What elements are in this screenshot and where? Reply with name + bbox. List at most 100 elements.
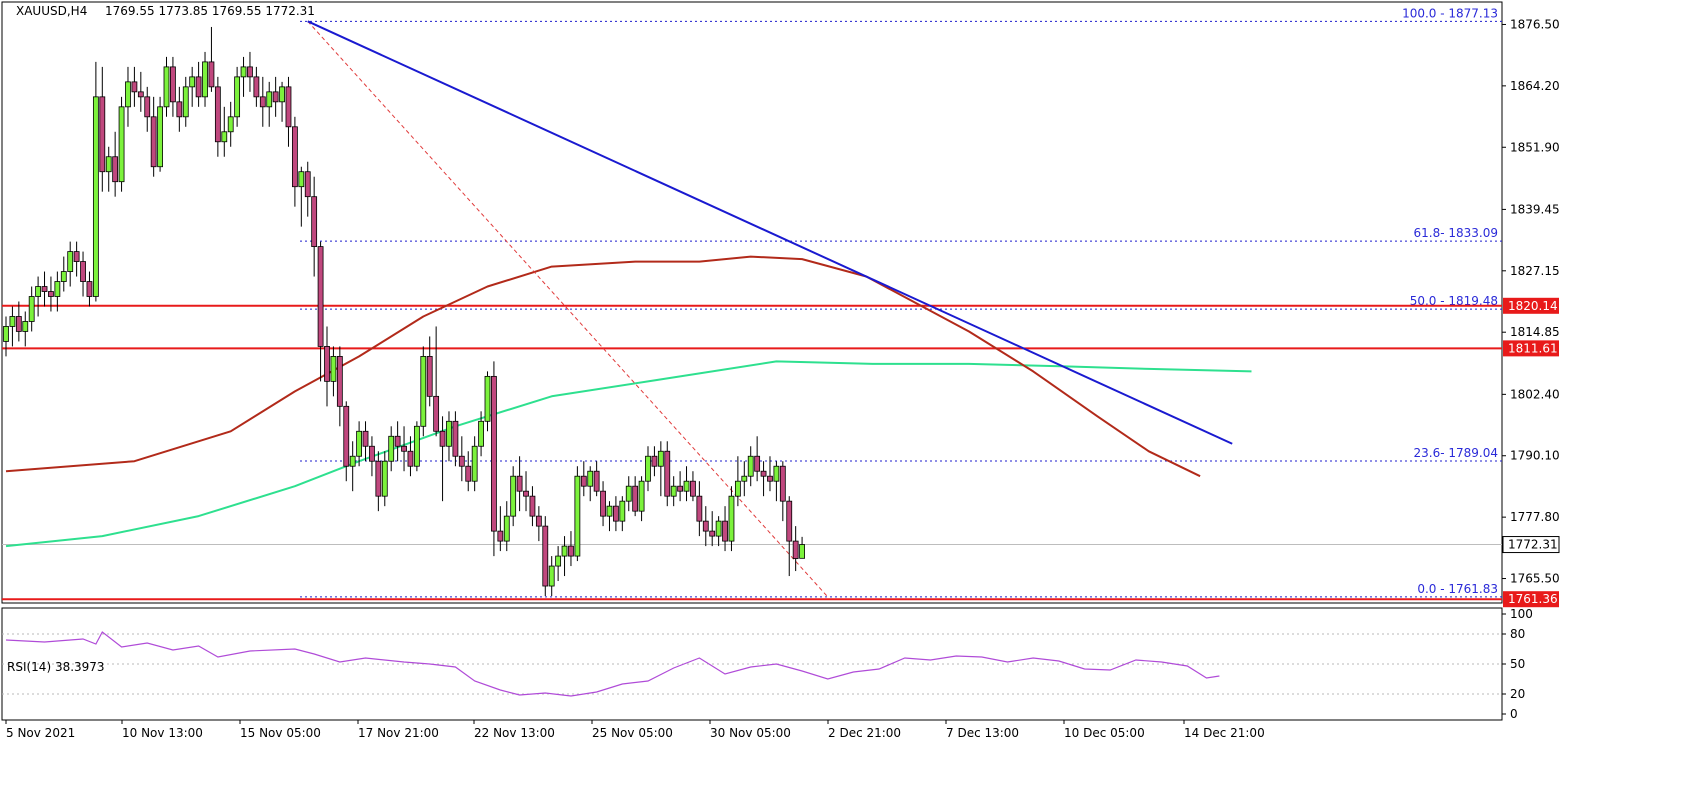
candle[interactable] <box>593 470 600 492</box>
candle[interactable] <box>439 430 446 447</box>
candle[interactable] <box>407 450 414 467</box>
candle[interactable] <box>28 296 35 322</box>
candle[interactable] <box>163 66 170 108</box>
candle[interactable] <box>503 515 510 542</box>
candle[interactable] <box>48 291 54 297</box>
candle[interactable] <box>452 420 459 457</box>
candle[interactable] <box>651 455 658 467</box>
candle[interactable] <box>632 485 639 512</box>
candle[interactable] <box>356 430 363 457</box>
candle[interactable] <box>131 81 138 93</box>
candle[interactable] <box>99 96 106 173</box>
candle[interactable] <box>388 435 395 462</box>
candle[interactable] <box>349 455 356 467</box>
candle[interactable] <box>690 480 696 497</box>
main-plot-area[interactable]: 100.0 - 1877.13 61.8- 1833.09 50.0 - 1819.… <box>2 6 1502 601</box>
candle[interactable] <box>728 495 735 542</box>
candle[interactable] <box>144 96 151 118</box>
candle[interactable] <box>3 326 9 342</box>
candle[interactable] <box>529 495 536 517</box>
candle[interactable] <box>247 66 253 78</box>
candle[interactable] <box>369 445 375 462</box>
candle[interactable] <box>381 460 388 497</box>
candle[interactable] <box>35 286 41 297</box>
candle[interactable] <box>799 544 805 559</box>
candle[interactable] <box>754 455 761 472</box>
candle[interactable] <box>240 66 247 78</box>
candle[interactable] <box>170 66 176 103</box>
rsi-plot-area[interactable] <box>2 631 1502 697</box>
candle[interactable] <box>279 86 285 103</box>
candle[interactable] <box>587 470 594 487</box>
candle[interactable] <box>253 76 260 98</box>
candle[interactable] <box>272 91 279 103</box>
candle[interactable] <box>195 76 202 98</box>
candle[interactable] <box>491 375 497 532</box>
candle[interactable] <box>208 61 215 88</box>
candle[interactable] <box>523 490 529 497</box>
candle[interactable] <box>446 420 452 447</box>
candle[interactable] <box>150 116 157 168</box>
candle[interactable] <box>413 425 420 467</box>
candle[interactable] <box>9 316 16 327</box>
candle[interactable] <box>298 171 305 188</box>
candle[interactable] <box>234 76 241 118</box>
candle[interactable] <box>638 480 645 512</box>
candle[interactable] <box>80 261 86 282</box>
candle[interactable] <box>67 251 74 272</box>
candle[interactable] <box>330 356 337 382</box>
candle[interactable] <box>266 91 273 108</box>
candle[interactable] <box>336 356 343 407</box>
candle[interactable] <box>542 525 549 587</box>
candle[interactable] <box>118 106 125 183</box>
candle[interactable] <box>555 555 562 567</box>
candle[interactable] <box>394 435 401 447</box>
candle[interactable] <box>343 405 350 467</box>
candle[interactable] <box>125 81 131 108</box>
candle[interactable] <box>317 246 324 347</box>
candle[interactable] <box>510 475 517 517</box>
candle[interactable] <box>182 86 189 118</box>
candle[interactable] <box>779 465 786 502</box>
candle[interactable] <box>259 96 266 108</box>
candle[interactable] <box>304 171 311 198</box>
candle[interactable] <box>189 76 196 88</box>
candle[interactable] <box>568 545 574 557</box>
candle[interactable] <box>747 455 754 477</box>
candle[interactable] <box>15 316 22 332</box>
candle[interactable] <box>606 505 613 517</box>
candle[interactable] <box>285 86 292 128</box>
candle[interactable] <box>657 450 664 467</box>
candle[interactable] <box>433 395 440 432</box>
candle[interactable] <box>92 96 99 297</box>
candle[interactable] <box>137 91 144 98</box>
candle[interactable] <box>176 101 183 118</box>
candle[interactable] <box>709 530 716 537</box>
candle[interactable] <box>715 520 722 537</box>
candle[interactable] <box>478 420 484 447</box>
candle[interactable] <box>645 455 651 482</box>
candle[interactable] <box>227 116 234 133</box>
candle[interactable] <box>741 475 748 482</box>
candle[interactable] <box>734 480 741 497</box>
candle[interactable] <box>664 450 671 497</box>
candle[interactable] <box>702 520 709 532</box>
candle[interactable] <box>574 475 581 557</box>
candle[interactable] <box>786 500 793 542</box>
candle[interactable] <box>60 271 67 282</box>
candle[interactable] <box>375 460 382 497</box>
candle[interactable] <box>535 515 542 527</box>
candle[interactable] <box>86 281 93 297</box>
candle[interactable] <box>54 281 61 297</box>
candle[interactable] <box>471 445 478 482</box>
candle[interactable] <box>619 500 626 522</box>
candle[interactable] <box>157 106 163 168</box>
candle[interactable] <box>600 490 606 517</box>
candle[interactable] <box>625 485 632 502</box>
candle[interactable] <box>497 530 504 542</box>
candle[interactable] <box>426 356 433 397</box>
candle[interactable] <box>696 495 703 522</box>
candle[interactable] <box>420 356 427 427</box>
